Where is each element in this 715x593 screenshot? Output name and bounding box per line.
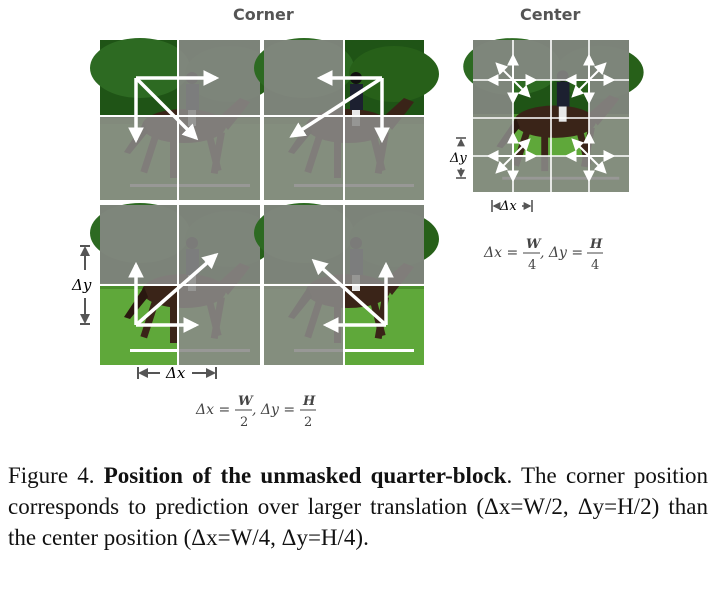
corner-formula-denominator-1: 2 (240, 415, 248, 430)
center-formula-denominator-1: 4 (528, 258, 536, 273)
caption-title: Position of the unmasked quarter-block (103, 463, 507, 488)
corner-dx-label: Δx (165, 364, 186, 382)
corner-formula: Δx = W 2 , Δy = H 2 (195, 394, 316, 430)
center-formula-denominator-2: 4 (591, 258, 599, 273)
center-panel (463, 38, 644, 192)
corner-panel-top-right (254, 38, 439, 200)
corner-formula-sep: , Δy = (252, 402, 295, 418)
corner-panel-bottom-left (90, 203, 275, 365)
corner-dy-marker (80, 245, 90, 325)
center-dy-marker (456, 137, 466, 179)
corner-formula-dx: Δx = (195, 402, 230, 418)
corner-dx-marker (137, 367, 217, 379)
corner-formula-w: W (238, 394, 254, 409)
figure-caption: Figure 4. Position of the unmasked quart… (8, 460, 708, 553)
center-formula-sep: , Δy = (540, 245, 583, 261)
center-dy-label: Δy (449, 151, 467, 166)
center-formula-w: W (526, 237, 542, 252)
center-formula-dx: Δx = (483, 245, 518, 261)
corner-formula-h: H (302, 394, 316, 409)
figure-illustration: Δy Δx Δy Δx Δx = W 2 , Δy = H 2 Δx = W 4… (71, 38, 644, 430)
corner-panel-bottom-right (254, 203, 439, 365)
center-dx-label: Δx (499, 199, 517, 214)
center-formula: Δx = W 4 , Δy = H 4 (483, 237, 603, 273)
corner-heading: Corner (233, 5, 294, 24)
center-formula-h: H (589, 237, 603, 252)
center-heading: Center (520, 5, 581, 24)
corner-panel-top-left (90, 38, 275, 200)
corner-dy-label: Δy (71, 276, 92, 294)
corner-formula-denominator-2: 2 (304, 415, 312, 430)
caption-prefix: Figure 4. (8, 463, 95, 488)
caption-body: . The corner position corresponds to pre… (8, 463, 709, 550)
center-dx-marker (491, 200, 533, 212)
